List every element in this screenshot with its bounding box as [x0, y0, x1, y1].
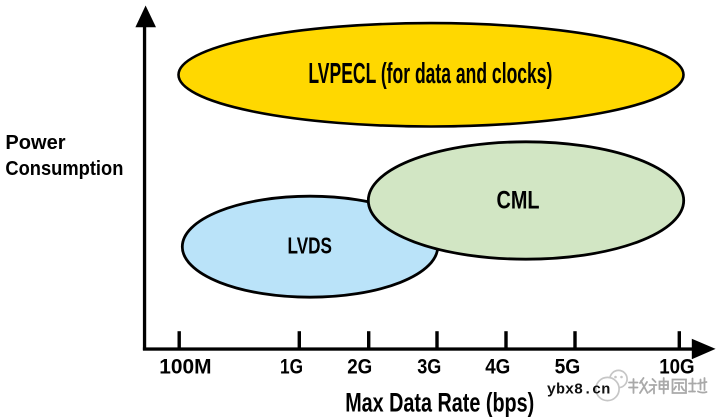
svg-text:3G: 3G: [417, 355, 441, 379]
svg-text:2G: 2G: [347, 355, 372, 379]
svg-text:1G: 1G: [280, 355, 303, 379]
svg-text:Power: Power: [5, 132, 65, 154]
svg-text:Consumption: Consumption: [5, 158, 123, 180]
svg-text:ybx8.cn: ybx8.cn: [547, 382, 610, 399]
svg-text:CML: CML: [497, 187, 540, 215]
svg-text:10G: 10G: [659, 355, 694, 379]
svg-text:5G: 5G: [555, 355, 581, 379]
svg-text:100M: 100M: [159, 355, 211, 379]
svg-text:LVPECL (for data and clocks): LVPECL (for data and clocks): [308, 58, 552, 90]
svg-text:Max Data Rate (bps): Max Data Rate (bps): [345, 388, 534, 418]
svg-text:LVDS: LVDS: [288, 233, 332, 259]
svg-text:4G: 4G: [485, 355, 510, 379]
